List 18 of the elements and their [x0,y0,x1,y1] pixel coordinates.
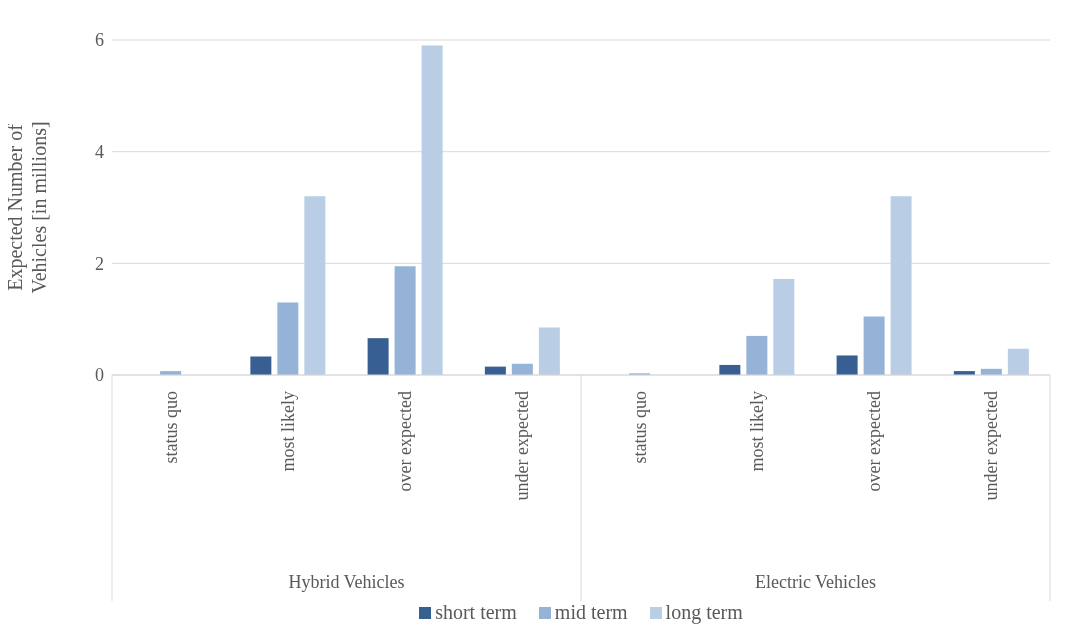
x-tick-label: status quo [160,391,181,464]
x-tick-label: under expected [512,391,533,501]
text: Hybrid Vehicles [288,572,405,592]
legend-label: mid term [553,601,628,624]
x-tick-label: over expected [864,391,885,492]
y-tick-label: 0 [95,365,104,386]
legend-label: long term [664,601,743,624]
x-tick-label: most likely [746,391,767,472]
x-tick-label: most likely [277,391,298,472]
legend-label: short term [434,601,517,624]
text: Electric Vehicles [754,572,877,592]
y-tick-label: 6 [95,30,104,51]
x-tick-label: status quo [629,391,650,464]
y-axis-title: Expected Number of Vehicles [in millions] [4,121,50,294]
y-tick-label: 2 [95,253,104,274]
x-tick-label: under expected [981,391,1002,501]
x-tick-label: over expected [395,391,416,492]
y-tick-label: 4 [95,142,104,163]
